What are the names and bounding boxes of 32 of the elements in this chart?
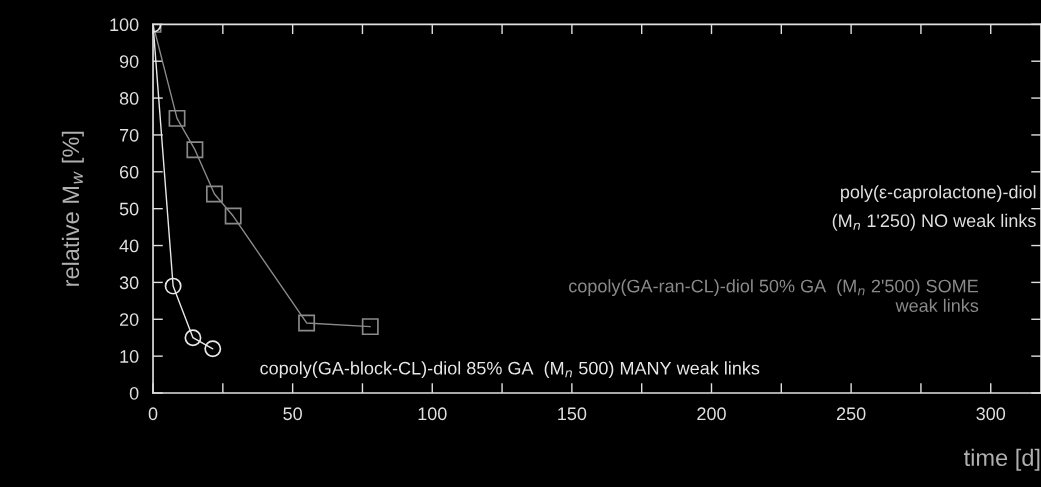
y-tick-label: 30	[119, 276, 139, 290]
point	[224, 207, 242, 225]
y-axis-title: relative M$_{w}$ [%]	[61, 131, 84, 286]
x-tick-label: 150	[558, 407, 587, 421]
y-tick-label: 70	[119, 128, 139, 142]
point	[164, 277, 182, 295]
y-tick-label: 60	[119, 165, 139, 179]
x-axis-title: time [d]	[963, 448, 1040, 471]
point	[298, 314, 316, 332]
x-tick-label: 50	[283, 407, 302, 421]
x-tick-label: 250	[836, 407, 866, 421]
point	[186, 141, 204, 159]
text: copoly(GA-block-CL)-diol 85% GA (M$_{n}$ 500) MANY weak links	[260, 361, 760, 379]
text: copoly(GA-ran-CL)-diol 50% GA (M$_{n}$ 2'500) SOME weak links	[569, 279, 979, 313]
x-tick-label: 100	[418, 407, 447, 421]
y-tick-label: 40	[119, 239, 139, 253]
point	[205, 185, 223, 203]
y-tick-label: 50	[119, 202, 139, 216]
point	[361, 318, 379, 336]
y-tick-label: 90	[119, 55, 139, 68]
y-tick-label: 10	[120, 350, 139, 363]
point	[184, 329, 202, 347]
point	[168, 109, 186, 127]
y-tick-label: 0	[129, 386, 139, 400]
x-tick-label: 300	[976, 407, 1006, 421]
y-tick-label: 80	[119, 92, 139, 105]
point	[204, 340, 222, 358]
y-tick-label: 20	[119, 313, 139, 326]
x-tick-label: 200	[697, 407, 726, 421]
y-tick-label: 100	[110, 18, 139, 32]
x-tick-label: 0	[148, 407, 158, 421]
annotation: poly(ε-caprolactone)-diol (M$_{n}$ 1'250) NO weak links	[832, 185, 1036, 231]
